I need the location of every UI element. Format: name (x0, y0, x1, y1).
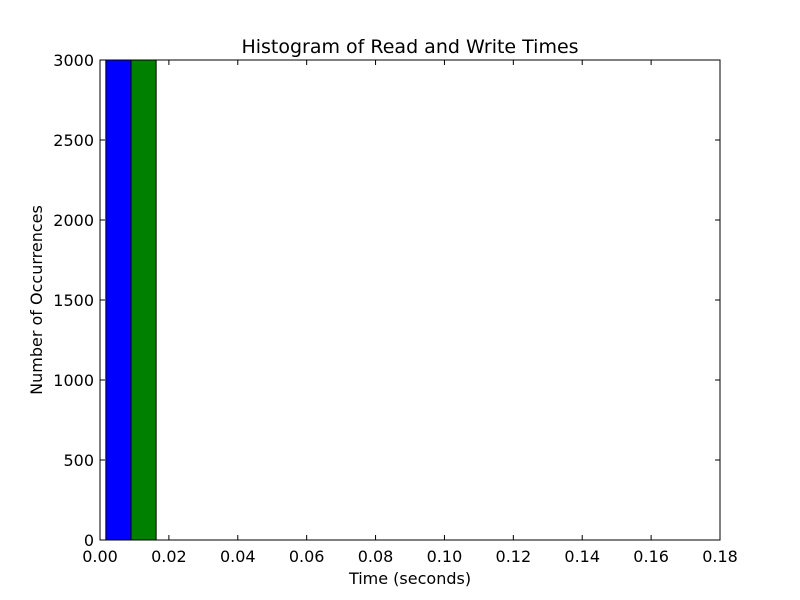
y-tick-label: 2000 (53, 211, 94, 230)
histogram-bar-read-0 (105, 59, 132, 541)
x-tick-label: 0.16 (633, 547, 669, 566)
histogram-bar-write-0 (130, 59, 157, 541)
x-tick-label: 0.06 (289, 547, 325, 566)
x-tick-label: 0.18 (702, 547, 738, 566)
y-axis-label: Number of Occurrences (27, 205, 46, 395)
y-tick-label: 1000 (53, 371, 94, 390)
ticks-layer: 0.00 0.02 0.04 0.06 0.08 0.10 0.12 0.14 0.16 0.18… (53, 51, 738, 566)
y-tick-label: 0 (84, 531, 94, 550)
x-tick-label: 0.02 (151, 547, 187, 566)
x-tick-label: 0.14 (564, 547, 600, 566)
y-tick-label: 500 (63, 451, 94, 470)
x-tick-label: 0.00 (82, 547, 118, 566)
x-tick-label: 0.08 (358, 547, 394, 566)
y-tick-label: 3000 (53, 51, 94, 70)
x-tick-label: 0.04 (220, 547, 256, 566)
x-axis-label: Time (seconds) (348, 569, 471, 588)
x-tick-label: 0.10 (427, 547, 463, 566)
y-tick-label: 1500 (53, 291, 94, 310)
chart-title: Histogram of Read and Write Times (241, 36, 578, 58)
y-tick-label: 2500 (53, 131, 94, 150)
x-tick-label: 0.12 (496, 547, 532, 566)
plot-frame (99, 59, 721, 541)
bars-layer (105, 59, 157, 541)
